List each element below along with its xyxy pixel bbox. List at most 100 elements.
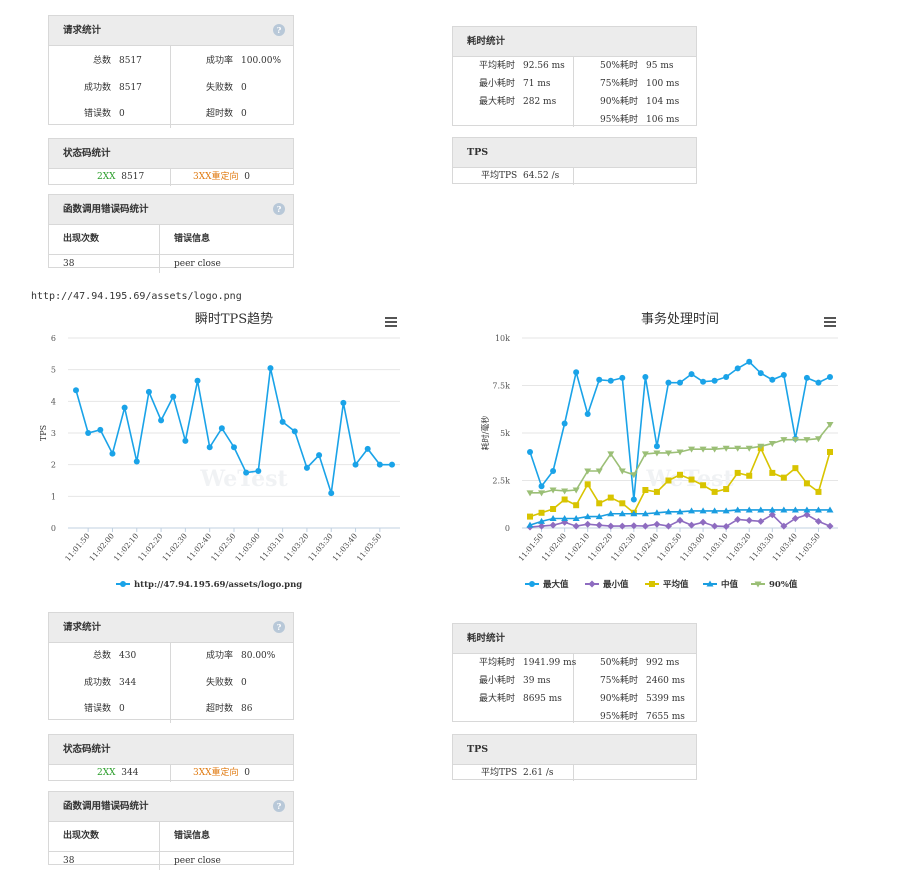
success-label: 成功数	[83, 82, 111, 93]
data-point	[549, 515, 557, 521]
data-point	[340, 399, 347, 406]
error-value: 0	[119, 704, 125, 714]
data-point	[664, 522, 672, 530]
p95-value: 7655 ms	[646, 712, 685, 722]
panel-title: 状态码统计	[63, 148, 111, 159]
data-point	[607, 377, 614, 384]
request-stats-panel-top: 请求统计? 总数 8517 成功数 8517 错误数 0 成功率 100.00% 失败数…	[48, 15, 294, 128]
legend-label: 最小值	[603, 579, 629, 590]
p95-label: 95%耗时	[599, 712, 638, 722]
data-point	[745, 506, 753, 513]
hamburger-menu-icon[interactable]	[385, 317, 397, 327]
panel-header: 请求统计?	[49, 613, 293, 643]
data-point	[780, 474, 787, 481]
legend-marker	[706, 580, 714, 587]
legend-marker	[588, 580, 596, 588]
data-point	[653, 509, 661, 516]
hamburger-menu-icon[interactable]	[824, 317, 836, 327]
question-icon[interactable]: ?	[273, 203, 285, 215]
data-point	[653, 520, 661, 528]
p75-label: 75%耗时	[599, 676, 638, 686]
data-point	[607, 522, 615, 530]
legend-marker	[754, 581, 762, 588]
chart-title: 瞬时TPS趋势	[195, 311, 273, 327]
max-latency-label: 最大耗时	[478, 97, 515, 107]
p50-label: 50%耗时	[599, 658, 638, 668]
data-point	[550, 506, 557, 512]
legend-marker	[120, 581, 126, 587]
data-point	[596, 376, 603, 383]
data-point	[653, 488, 660, 495]
col-count-header: 出现次数	[49, 822, 160, 851]
legend-item[interactable]: 平均值	[645, 579, 689, 590]
data-point	[700, 482, 707, 489]
data-point	[170, 393, 177, 400]
data-point	[722, 507, 730, 514]
series-0	[73, 365, 395, 497]
watermark: WeTest	[199, 466, 288, 492]
y-tick-label: 2	[51, 461, 56, 470]
data-point	[243, 469, 250, 476]
status-3xx-value: 0	[244, 768, 251, 778]
data-point	[722, 522, 730, 530]
data-point	[780, 506, 788, 513]
legend-marker	[649, 581, 655, 587]
p75-value: 100 ms	[646, 79, 680, 89]
legend-item[interactable]: http://47.94.195.69/assets/logo.png	[116, 580, 302, 590]
y-tick-label: 5k	[500, 429, 510, 438]
data-point	[85, 430, 92, 436]
menu-bar	[385, 321, 397, 323]
data-point	[734, 506, 742, 513]
data-point	[561, 488, 569, 495]
question-icon[interactable]: ?	[273, 24, 285, 36]
legend-item[interactable]: 最大值	[525, 579, 569, 590]
data-point	[158, 417, 165, 424]
success-label: 成功数	[83, 677, 111, 688]
status-code-panel-top: 状态码统计 2XX 8517 3XX重定向 0	[48, 138, 294, 186]
legend-label: 90%值	[769, 579, 798, 590]
rate-label: 成功率	[205, 651, 233, 661]
tps-panel-bottom: TPS 平均TPS 2.61 /s	[452, 734, 697, 781]
question-icon[interactable]: ?	[273, 621, 285, 633]
legend-item[interactable]: 中值	[703, 579, 739, 590]
data-point	[757, 506, 765, 513]
panel-header: 状态码统计	[49, 735, 293, 765]
legend-label: http://47.94.195.69/assets/logo.png	[134, 580, 302, 590]
legend: http://47.94.195.69/assets/logo.png	[116, 580, 302, 590]
chart-title: 事务处理时间	[641, 311, 719, 327]
data-point	[630, 510, 638, 517]
avg-tps-value: 64.52 /s	[522, 171, 560, 181]
y-tick-label: 3	[51, 429, 56, 438]
data-point	[584, 513, 592, 520]
data-point	[711, 488, 718, 495]
timeout-label: 超时数	[205, 109, 233, 119]
latency-panel-top: 耗时统计 平均耗时 92.56 ms 最小耗时 71 ms 最大耗时 282 ms 5…	[452, 26, 697, 127]
data-point	[291, 428, 298, 435]
data-point	[538, 509, 545, 516]
data-point	[279, 418, 286, 425]
data-point	[538, 517, 546, 524]
panel-header: 函数调用错误码统计?	[49, 195, 293, 225]
data-point	[607, 510, 615, 517]
data-point	[699, 518, 707, 526]
data-point	[699, 446, 707, 453]
data-point	[734, 515, 742, 523]
data-point	[527, 449, 533, 455]
data-point	[745, 445, 753, 452]
legend-item[interactable]: 最小值	[585, 579, 629, 590]
data-point	[814, 517, 822, 525]
data-point	[642, 373, 649, 380]
min-latency-label: 最小耗时	[478, 676, 515, 686]
question-icon[interactable]: ?	[273, 800, 285, 812]
legend-item[interactable]: 90%值	[751, 579, 798, 590]
request-stats-panel-bottom: 请求统计? 总数 430 成功数 344 错误数 0 成功率 80.00% 失败数 0 超…	[48, 612, 294, 723]
data-point	[596, 500, 603, 507]
avg-latency-value: 92.56 ms	[523, 61, 565, 71]
data-point	[630, 472, 638, 479]
data-point	[826, 421, 834, 428]
tps-trend-chart: 瞬时TPS趋势0123456TPSWeTest11:01:5011:02:001…	[39, 311, 400, 590]
data-point	[769, 469, 776, 476]
data-point	[803, 511, 811, 519]
data-point	[734, 445, 742, 452]
legend-marker	[529, 581, 535, 587]
